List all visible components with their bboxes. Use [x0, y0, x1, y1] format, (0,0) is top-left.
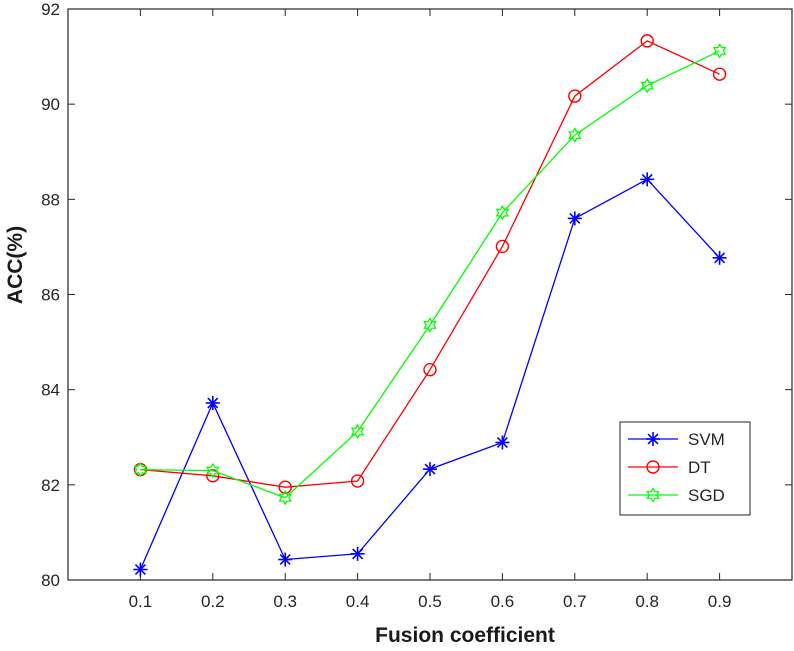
legend-marker-dt	[646, 460, 660, 474]
data-point-svm	[712, 250, 727, 265]
data-point-dt	[712, 67, 727, 81]
data-point-svm	[133, 562, 148, 577]
data-point-dt	[495, 239, 510, 254]
x-tick-label: 0.7	[563, 592, 587, 611]
y-tick-label: 82	[41, 476, 60, 495]
y-tick-label: 90	[41, 95, 60, 114]
legend-label-svm: SVM	[688, 430, 725, 449]
legend-label-dt: DT	[688, 458, 711, 477]
data-point-svm	[495, 435, 510, 450]
data-point-dt	[350, 474, 365, 488]
y-axis-label: ACC(%)	[4, 226, 27, 304]
x-tick-label: 0.2	[201, 592, 225, 611]
data-point-sgd	[278, 489, 292, 506]
data-point-svm	[423, 462, 437, 477]
legend-label-sgd: SGD	[688, 486, 725, 505]
data-point-dt	[423, 362, 437, 377]
data-point-svm	[350, 546, 365, 561]
x-tick-label: 0.3	[273, 592, 297, 611]
x-axis-label: Fusion coefficient	[375, 624, 555, 646]
data-point-svm	[205, 395, 220, 410]
data-point-dt	[278, 480, 292, 494]
x-tick-label: 0.8	[635, 592, 659, 611]
legend: SVM DT SGD	[619, 421, 751, 516]
legend-marker-sgd	[646, 487, 660, 503]
data-point-dt	[206, 469, 220, 483]
data-point-sgd	[568, 127, 582, 143]
data-point-sgd	[495, 204, 510, 221]
y-tick-label: 88	[41, 190, 60, 209]
x-tick-label: 0.1	[129, 592, 153, 611]
plot-area: 80 82 84 86 88 90 92 0.1 0.2 0.3 0.4 0.5 0.6 0.7 0.8 0.…	[41, 0, 793, 611]
data-point-sgd	[350, 423, 365, 440]
data-point-dt	[568, 89, 582, 103]
x-tick-label: 0.6	[491, 592, 515, 611]
data-point-sgd	[712, 43, 727, 59]
y-tick-label: 86	[41, 286, 60, 305]
data-point-dt	[640, 34, 654, 48]
series-line-sgd	[140, 50, 720, 499]
y-tick-label: 92	[41, 0, 60, 19]
y-tick-label: 80	[41, 571, 60, 590]
x-tick-label: 0.9	[708, 592, 732, 611]
legend-box	[619, 421, 751, 516]
legend-marker-svm	[646, 432, 660, 446]
data-point-svm	[640, 172, 655, 187]
y-tick-label: 84	[41, 381, 60, 400]
data-point-svm	[278, 552, 293, 567]
data-point-sgd	[423, 317, 437, 333]
data-point-svm	[567, 211, 582, 226]
data-point-sgd	[640, 77, 654, 94]
data-point-sgd	[133, 461, 148, 478]
x-tick-label: 0.4	[346, 592, 370, 611]
x-tick-label: 0.5	[418, 592, 442, 611]
data-point-sgd	[206, 462, 220, 479]
